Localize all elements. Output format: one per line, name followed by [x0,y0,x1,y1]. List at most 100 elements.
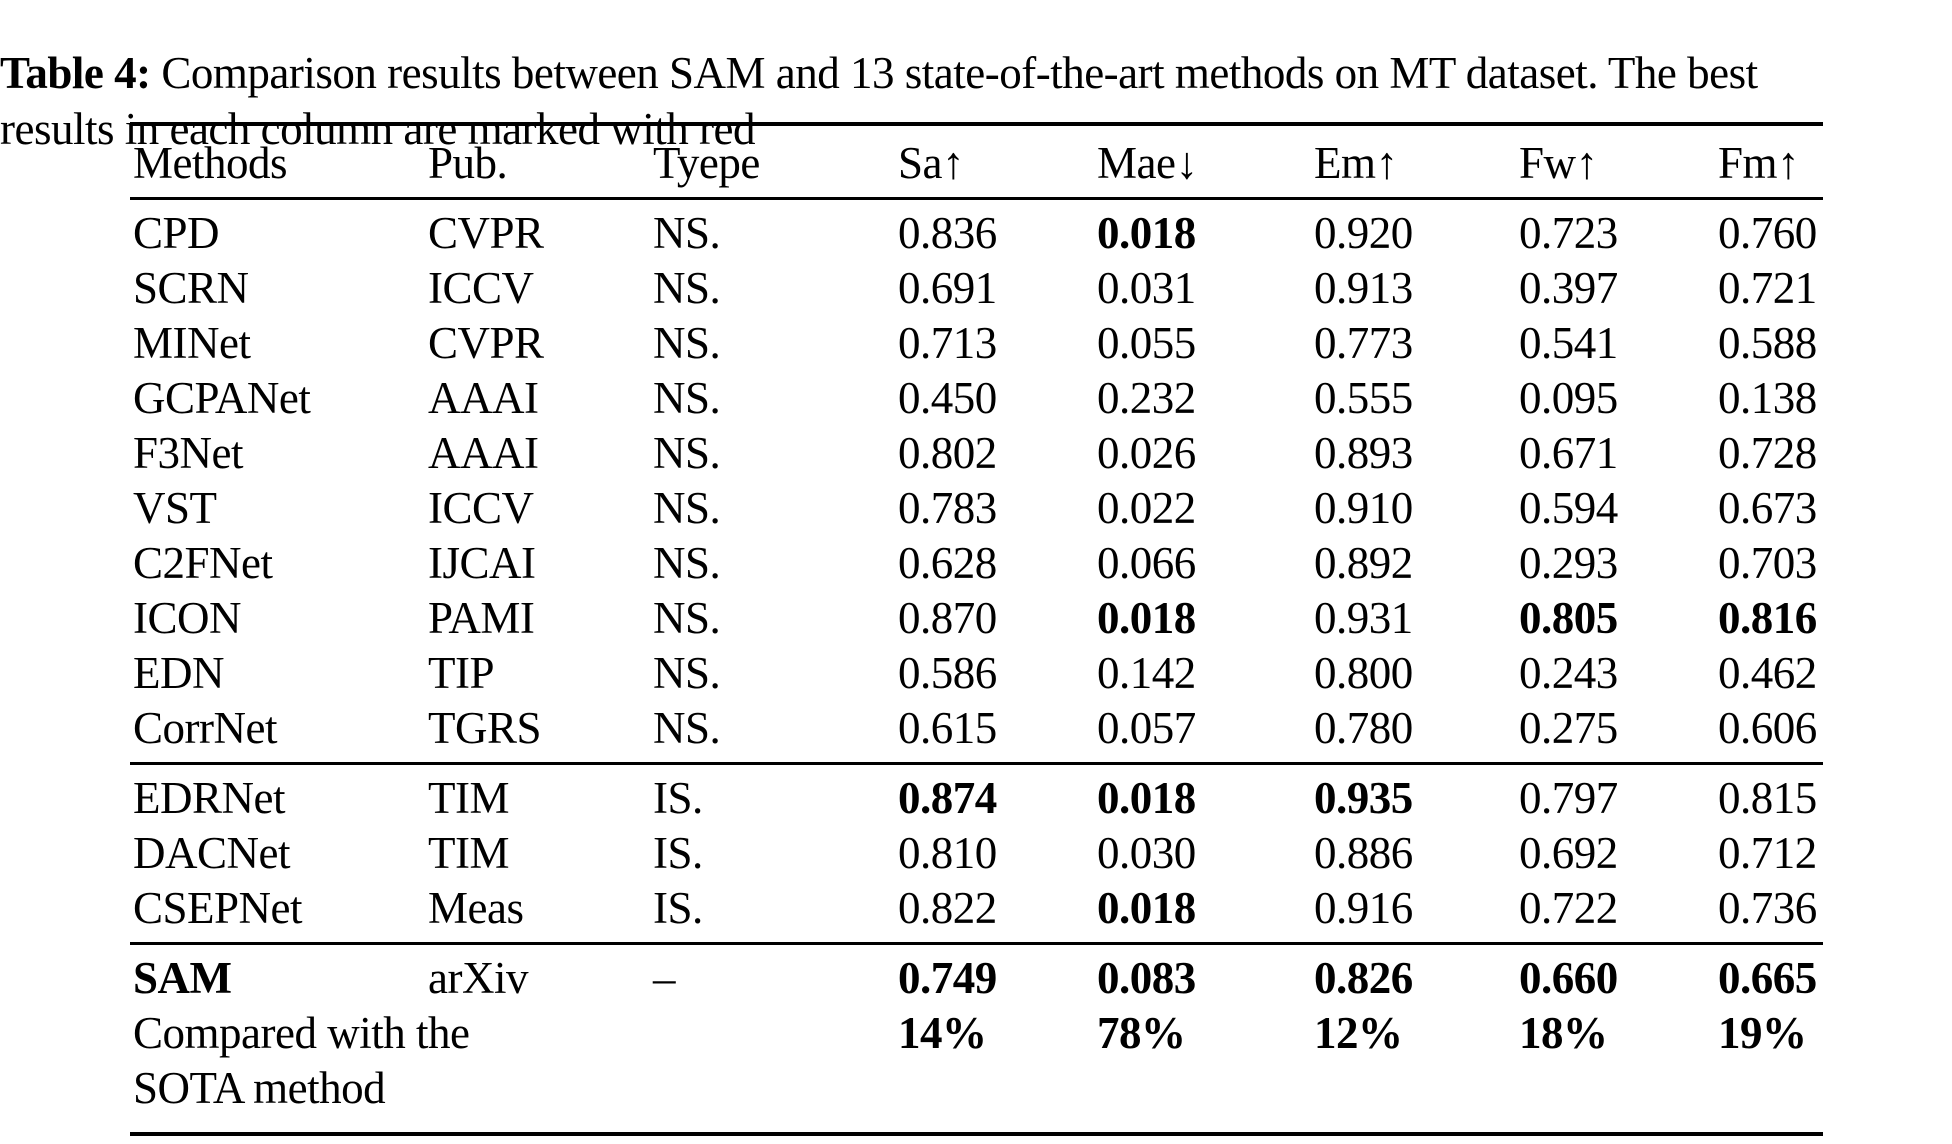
type-cell: NS. [653,648,721,698]
value-cell: 0.874 [898,773,997,823]
value-cell: 0.660 [1519,953,1618,1003]
value-cell: 0.397 [1519,263,1618,313]
value-cell: 0.031 [1097,263,1196,313]
method-cell: DACNet [133,828,290,878]
value-cell: 0.462 [1718,648,1817,698]
type-cell: – [653,953,676,1003]
value-cell: 14% [898,1008,987,1058]
value-cell: 0.780 [1314,703,1413,753]
col-header-fw: Fw↑ [1519,138,1598,188]
value-cell: 0.713 [898,318,997,368]
type-cell: IS. [653,883,703,933]
value-cell: 0.805 [1519,593,1618,643]
value-cell [898,1061,1097,1116]
method-cell: GCPANet [133,373,311,423]
value-cell: 0.886 [1314,828,1413,878]
value-cell: 0.815 [1718,773,1817,823]
table-row: Compared with the 14% 78% 12% 18% 19% [130,1006,1823,1061]
type-cell: NS. [653,318,721,368]
type-cell: NS. [653,483,721,533]
table-row: CorrNet TGRS NS. 0.615 0.057 0.780 0.275 0.606 [130,701,1823,756]
table-caption: Table 4: Comparison results between SAM … [0,45,1952,157]
table-group-is-methods: EDRNet TIM IS. 0.874 0.018 0.935 0.797 0.815 DAC… [130,762,1823,942]
value-cell: 0.022 [1097,483,1196,533]
col-header-methods: Methods [133,138,288,188]
col-header-pub: Pub. [428,138,508,188]
caption-line2: results in each column are marked with r… [0,104,755,154]
type-cell: IS. [653,773,703,823]
value-cell: 0.138 [1718,373,1817,423]
value-cell: 0.606 [1718,703,1817,753]
value-cell: 0.018 [1097,773,1196,823]
table-row: GCPANet AAAI NS. 0.450 0.232 0.555 0.095 0.138 [130,371,1823,426]
value-cell: 0.802 [898,428,997,478]
value-cell: 0.628 [898,538,997,588]
pub-cell: AAAI [428,373,539,423]
value-cell: 0.736 [1718,883,1817,933]
value-cell: 0.916 [1314,883,1413,933]
type-cell [653,1061,898,1116]
value-cell: 0.703 [1718,538,1817,588]
method-cell: EDRNet [133,773,285,823]
value-cell: 0.910 [1314,483,1413,533]
value-cell: 0.026 [1097,428,1196,478]
table-row: SCRN ICCV NS. 0.691 0.031 0.913 0.397 0.721 [130,261,1823,316]
value-cell: 0.030 [1097,828,1196,878]
type-cell: NS. [653,208,721,258]
value-cell: 0.594 [1519,483,1618,533]
pub-cell: TIM [428,828,510,878]
value-cell: 0.810 [898,828,997,878]
pub-cell: TGRS [428,703,542,753]
value-cell: 0.870 [898,593,997,643]
value-cell: 0.095 [1519,373,1618,423]
value-cell: 0.931 [1314,593,1413,643]
table-row: ICON PAMI NS. 0.870 0.018 0.931 0.805 0.816 [130,591,1823,646]
value-cell: 0.615 [898,703,997,753]
method-cell: SCRN [133,263,249,313]
type-cell: NS. [653,703,721,753]
value-cell: 0.555 [1314,373,1413,423]
value-cell: 0.541 [1519,318,1618,368]
value-cell: 0.836 [898,208,997,258]
value-cell: 0.057 [1097,703,1196,753]
pub-cell: TIM [428,773,510,823]
col-header-fm: Fm↑ [1718,138,1800,188]
value-cell: 0.722 [1519,883,1618,933]
pub-cell: arXiv [428,953,528,1003]
value-cell: 0.450 [898,373,997,423]
type-cell: NS. [653,593,721,643]
value-cell: 0.018 [1097,593,1196,643]
type-cell [653,1006,898,1061]
method-cell: EDN [133,648,224,698]
method-cell: Compared with the [133,1008,470,1058]
comparison-table: Methods Pub. Tyepe Sa↑ Mae↓ Em↑ Fw↑ Fm↑ … [130,122,1823,1136]
value-cell: 0.728 [1718,428,1817,478]
value-cell: 0.018 [1097,208,1196,258]
value-cell: 19% [1718,1008,1807,1058]
pub-cell: ICCV [428,483,534,533]
value-cell: 78% [1097,1008,1186,1058]
method-cell: ICON [133,593,242,643]
value-cell: 0.913 [1314,263,1413,313]
table-row: CSEPNet Meas IS. 0.822 0.018 0.916 0.722 0.736 [130,881,1823,936]
col-header-em: Em↑ [1314,138,1398,188]
value-cell: 0.892 [1314,538,1413,588]
method-cell: CorrNet [133,703,277,753]
pub-cell: AAAI [428,428,539,478]
table-row: EDRNet TIM IS. 0.874 0.018 0.935 0.797 0.815 [130,771,1823,826]
value-cell: 18% [1519,1008,1608,1058]
method-cell: C2FNet [133,538,273,588]
type-cell: NS. [653,263,721,313]
value-cell: 0.232 [1097,373,1196,423]
value-cell [1718,1061,1823,1116]
method-cell: VST [133,483,217,533]
value-cell: 0.066 [1097,538,1196,588]
type-cell: IS. [653,828,703,878]
pub-cell: IJCAI [428,538,536,588]
table-row: SOTA method [130,1061,1823,1116]
value-cell: 0.055 [1097,318,1196,368]
pub-cell: PAMI [428,593,535,643]
type-cell: NS. [653,373,721,423]
table-group-sam-summary: SAM arXiv –0.749 0.083 0.826 0.660 0.665 Compar… [130,942,1823,1132]
